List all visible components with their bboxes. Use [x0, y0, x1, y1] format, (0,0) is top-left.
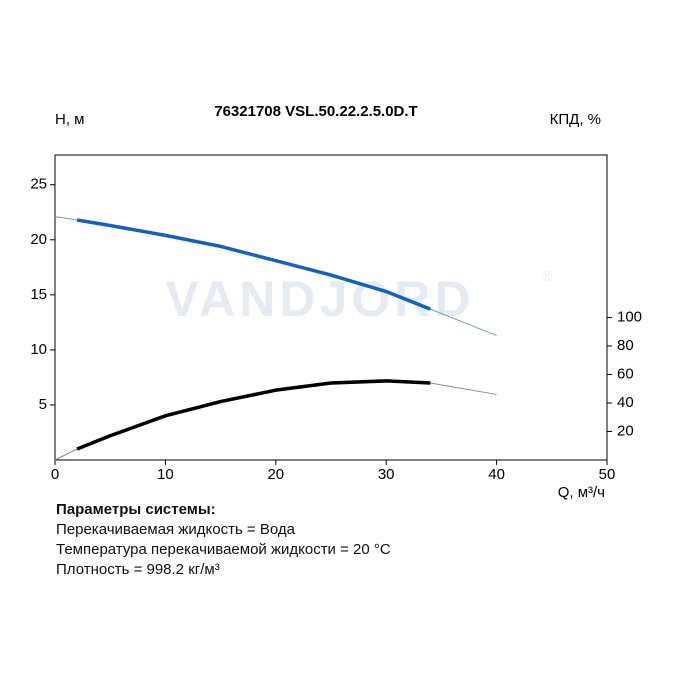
- y-axis-label: H, м: [55, 111, 84, 128]
- chart-title: 76321708 VSL.50.22.2.5.0D.T: [214, 103, 417, 120]
- y2-tick-label: 60: [617, 365, 634, 382]
- x-tick-label: 10: [157, 466, 174, 483]
- x-tick-label: 20: [267, 466, 284, 483]
- plot-frame: [54, 154, 608, 461]
- y-tick-label: 15: [30, 286, 47, 303]
- series-line: [54, 380, 497, 461]
- params-line: Температура перекачиваемой жидкости = 20…: [56, 541, 391, 558]
- params-title: Параметры системы:: [56, 501, 216, 518]
- series-line: [76, 218, 432, 311]
- y2-axis-label: КПД, %: [550, 111, 601, 128]
- y-tick-label: 10: [30, 341, 47, 358]
- watermark-mark: ®: [542, 268, 553, 284]
- x-tick-label: 50: [599, 466, 616, 483]
- params-line: Плотность = 998.2 кг/м³: [56, 561, 220, 578]
- y-tick-label: 25: [30, 176, 47, 193]
- x-tick-label: 30: [378, 466, 395, 483]
- y-tick-label: 20: [30, 231, 47, 248]
- y2-tick-label: 20: [617, 422, 634, 439]
- system-parameters: Параметры системы: Перекачиваемая жидкос…: [56, 500, 391, 580]
- series-line: [76, 379, 431, 451]
- y-tick-label: 5: [39, 396, 47, 413]
- y2-tick-label: 40: [617, 394, 634, 411]
- watermark: VANDJORD: [166, 271, 475, 327]
- params-line: Перекачиваемая жидкость = Вода: [56, 521, 295, 538]
- x-tick-label: 40: [488, 466, 505, 483]
- y2-tick-label: 100: [617, 308, 642, 325]
- x-tick-label: 0: [51, 466, 59, 483]
- x-axis-label: Q, м³/ч: [558, 484, 605, 501]
- y2-tick-label: 80: [617, 337, 634, 354]
